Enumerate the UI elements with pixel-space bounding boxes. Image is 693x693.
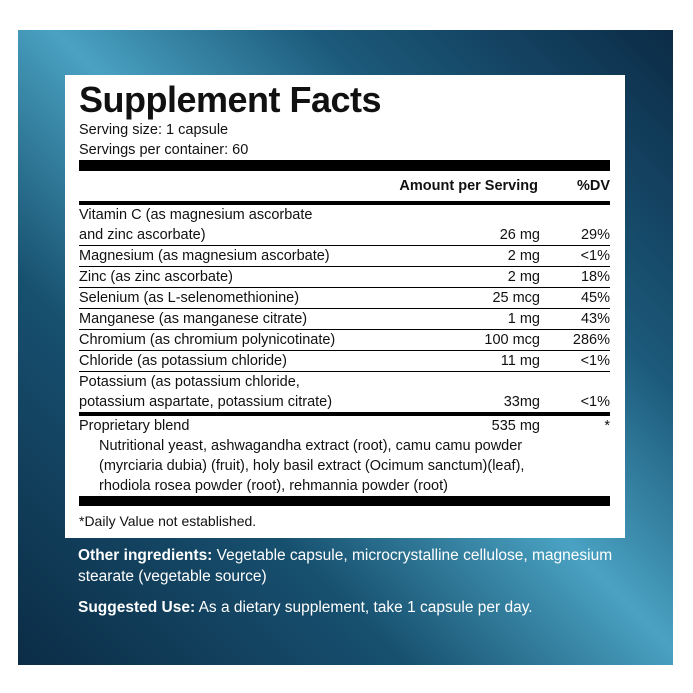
name-line: Zinc (as zinc ascorbate) (79, 269, 233, 285)
name-line: Chloride (as potassium chloride) (79, 353, 287, 369)
nutrient-row: Chromium (as chromium polynicotinate) 100… (79, 330, 610, 351)
nutrient-row: Zinc (as zinc ascorbate) 2 mg 18% (79, 267, 610, 288)
amount: 26 mg (499, 227, 540, 243)
divider (79, 201, 610, 205)
nutrient-row: Vitamin C (as magnesium ascorbate and zin… (79, 205, 610, 246)
serving-size: Serving size: 1 capsule (79, 122, 229, 138)
amount: 1 mg (507, 311, 540, 327)
name-line: Magnesium (as magnesium ascorbate) (79, 248, 330, 264)
nutrient-rows: Vitamin C (as magnesium ascorbate and zin… (79, 205, 610, 412)
daily-value: <1% (580, 248, 610, 264)
nutrient-row: Selenium (as L-selenomethionine) 25 mcg 45… (79, 288, 610, 309)
name-line: Selenium (as L-selenomethionine) (79, 290, 300, 306)
title: Supplement Facts (79, 79, 382, 120)
suggested-use: Suggested Use: As a dietary supplement, … (78, 597, 628, 618)
nutrient-row: Potassium (as potassium chloride, potassi… (79, 372, 610, 412)
dv-header: %DV (576, 178, 610, 194)
table-header: Amount per Serving %DV (79, 171, 610, 201)
blend-name: Proprietary blend (79, 418, 190, 434)
nutrient-name: Chloride (as potassium chloride) (79, 351, 410, 371)
servings-per-container: Servings per container: 60 (79, 142, 249, 158)
nutrient-name: Manganese (as manganese citrate) (79, 309, 410, 329)
footnote: *Daily Value not established. (79, 513, 257, 529)
name-line: Chromium (as chromium polynicotinate) (79, 332, 336, 348)
divider (79, 496, 610, 506)
facts-panel: Supplement Facts Serving size: 1 capsule… (65, 75, 625, 538)
daily-value: * (604, 418, 610, 434)
daily-value: 45% (580, 290, 610, 306)
daily-value: 43% (580, 311, 610, 327)
amount: 535 mg (491, 418, 540, 434)
nutrient-row: Magnesium (as magnesium ascorbate) 2 mg <1… (79, 246, 610, 267)
blend-row: Proprietary blend 535 mg * (79, 416, 610, 436)
daily-value: 18% (580, 269, 610, 285)
nutrient-name: Potassium (as potassium chloride, potassi… (79, 372, 410, 412)
nutrient-row: Chloride (as potassium chloride) 11 mg <1% (79, 351, 610, 372)
amount: 33mg (503, 394, 540, 410)
amount: 2 mg (507, 269, 540, 285)
name-line: and zinc ascorbate) (79, 227, 206, 243)
blend: Proprietary blend 535 mg * Nutritional yeas… (79, 416, 610, 496)
amount: 11 mg (500, 353, 540, 369)
name-line: Manganese (as manganese citrate) (79, 311, 308, 327)
daily-value: 29% (580, 227, 610, 243)
daily-value: 286% (572, 332, 610, 348)
nutrient-name: Chromium (as chromium polynicotinate) (79, 330, 410, 350)
amount: 25 mcg (492, 290, 540, 306)
daily-value: <1% (580, 353, 610, 369)
blend-description: rhodiola rosea powder (root), rehmannia … (99, 478, 448, 494)
nutrient-name: Magnesium (as magnesium ascorbate) (79, 246, 410, 266)
name-line: potassium aspartate, potassium citrate) (79, 394, 333, 410)
nutrient-name: Selenium (as L-selenomethionine) (79, 288, 410, 308)
nutrient-name: Vitamin C (as magnesium ascorbate and zin… (79, 205, 410, 245)
nutrient-name: Zinc (as zinc ascorbate) (79, 267, 410, 287)
amount: 100 mcg (484, 332, 540, 348)
amount: 2 mg (507, 248, 540, 264)
text: As a dietary supplement, take 1 capsule … (198, 599, 533, 616)
divider (79, 412, 610, 416)
amount-header: Amount per Serving (399, 178, 538, 194)
other-ingredients: Other ingredients: Vegetable capsule, mi… (78, 545, 628, 587)
text: Vegetable capsule, microcrystalline cell… (78, 547, 613, 585)
daily-value: <1% (580, 394, 610, 410)
blend-description: (myrciaria dubia) (fruit), holy basil ex… (99, 458, 525, 474)
label: Other ingredients: (78, 547, 213, 564)
label: Suggested Use: (78, 599, 196, 616)
name-line: Potassium (as potassium chloride, (79, 374, 300, 390)
name-line: Vitamin C (as magnesium ascorbate (79, 207, 313, 223)
divider (79, 160, 610, 171)
nutrient-row: Manganese (as manganese citrate) 1 mg 43% (79, 309, 610, 330)
blend-description: Nutritional yeast, ashwagandha extract (… (99, 438, 523, 454)
